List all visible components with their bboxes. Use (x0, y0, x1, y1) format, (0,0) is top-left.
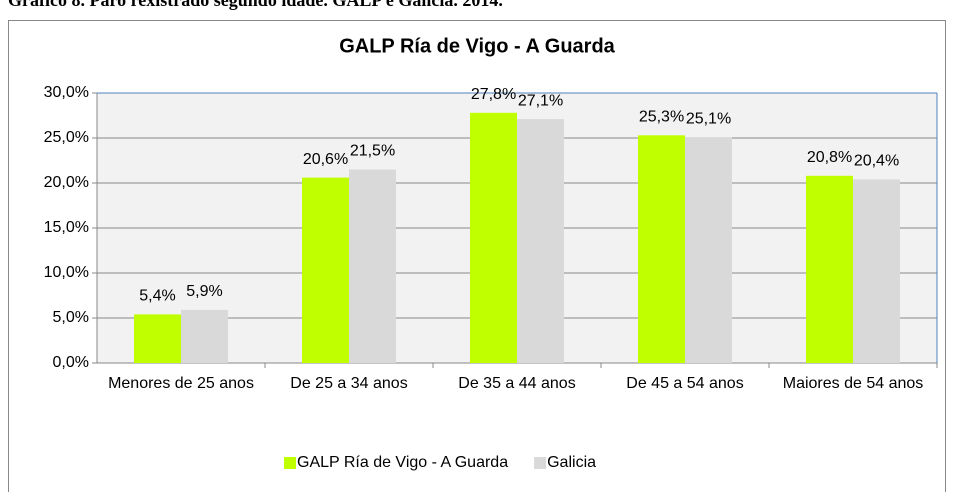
data-label: 21,5% (350, 143, 395, 160)
bar (470, 112, 517, 363)
data-label: 25,3% (639, 109, 684, 126)
x-tick-label: De 25 a 34 anos (290, 375, 408, 392)
bar (349, 169, 396, 363)
legend-swatch (284, 457, 296, 469)
x-tick-label: Menores de 25 anos (108, 375, 254, 392)
y-tick-label: 0,0% (53, 354, 89, 371)
legend-label: GALP Ría de Vigo - A Guarda (297, 454, 508, 471)
data-label: 27,8% (471, 86, 516, 103)
caption: Gráfico 8. Paro rexistrado segundo idade… (8, 0, 503, 10)
bar (806, 175, 853, 363)
bar (181, 309, 228, 363)
data-label: 27,1% (518, 92, 563, 109)
bar (134, 314, 181, 363)
data-label: 5,4% (139, 288, 175, 305)
data-label: 20,8% (807, 149, 852, 166)
bar (638, 135, 685, 363)
x-tick-label: De 35 a 44 anos (458, 375, 576, 392)
bar (302, 177, 349, 363)
data-label: 25,1% (686, 110, 731, 127)
bar (853, 179, 900, 363)
bar (685, 137, 732, 363)
bar (517, 119, 564, 363)
y-tick-label: 30,0% (44, 84, 89, 101)
data-label: 5,9% (186, 283, 222, 300)
legend-swatch (534, 457, 547, 469)
y-tick-label: 10,0% (44, 264, 89, 281)
data-label: 20,6% (303, 151, 348, 168)
y-tick-label: 25,0% (44, 129, 89, 146)
legend-label: Galicia (547, 454, 596, 471)
data-label: 20,4% (854, 153, 899, 170)
y-tick-label: 15,0% (44, 219, 89, 236)
x-tick-label: Maiores de 54 anos (782, 375, 924, 392)
y-tick-label: 5,0% (53, 309, 89, 326)
x-tick-label: De 45 a 54 anos (626, 375, 744, 392)
chart-title: GALP Ría de Vigo - A Guarda (339, 35, 615, 57)
y-tick-label: 20,0% (44, 174, 89, 191)
